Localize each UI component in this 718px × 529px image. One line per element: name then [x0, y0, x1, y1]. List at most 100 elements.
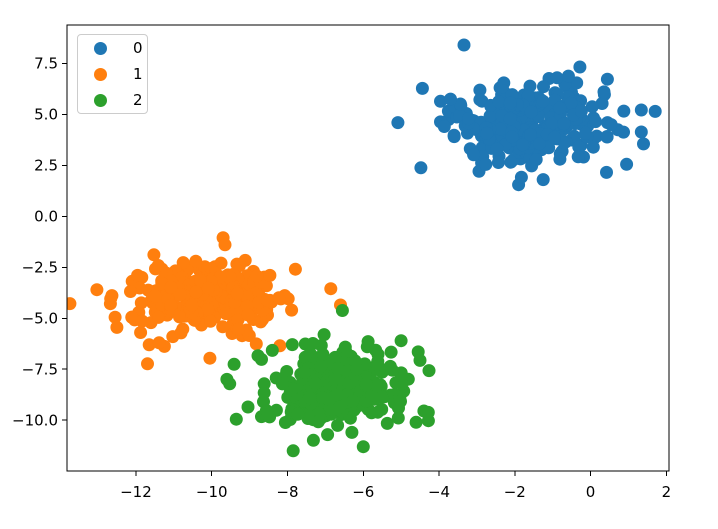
data-point [350, 362, 364, 376]
data-point [152, 310, 165, 324]
data-point [359, 377, 373, 391]
data-point [314, 360, 328, 373]
data-point [291, 407, 305, 421]
data-point [585, 100, 599, 114]
data-point [536, 173, 550, 187]
data-point [250, 269, 264, 283]
legend-marker-dot [94, 67, 107, 81]
data-point [303, 391, 317, 405]
data-point [370, 379, 383, 392]
data-point [648, 104, 662, 118]
y-tick-label: 2.5 [34, 157, 58, 175]
data-point [394, 334, 408, 348]
data-point [324, 282, 338, 296]
data-point [553, 101, 567, 115]
data-point [524, 128, 537, 142]
data-point [503, 112, 517, 126]
data-point [536, 94, 550, 108]
data-point [176, 322, 190, 336]
data-point [521, 89, 535, 103]
x-tick-label: −10 [196, 483, 228, 501]
data-point [573, 60, 587, 74]
data-point [148, 289, 162, 303]
data-point [164, 280, 178, 294]
data-point [637, 137, 650, 151]
data-point [545, 116, 559, 130]
data-point [185, 298, 199, 312]
data-point [201, 302, 215, 316]
data-point [564, 96, 578, 110]
data-point [164, 298, 178, 312]
data-point [617, 104, 631, 118]
data-point [345, 425, 359, 439]
data-point [589, 115, 603, 129]
data-point [223, 270, 237, 284]
x-tick-label: 2 [662, 483, 672, 501]
data-point [316, 347, 330, 361]
data-point [286, 444, 300, 458]
data-point [322, 393, 336, 406]
data-point [147, 248, 161, 262]
data-point [124, 285, 137, 298]
data-point [437, 120, 451, 133]
data-point [561, 69, 575, 83]
data-point [240, 290, 254, 304]
data-point [275, 377, 289, 391]
y-tick-label: 5.0 [34, 106, 58, 124]
data-point [414, 161, 428, 175]
data-point [285, 382, 299, 396]
data-point [285, 338, 299, 352]
data-point [557, 136, 571, 150]
data-point [90, 283, 104, 297]
data-point [492, 95, 506, 109]
data-point [537, 80, 550, 94]
data-point [491, 156, 505, 169]
data-point [375, 390, 389, 404]
data-point [241, 400, 255, 414]
data-point [595, 97, 609, 110]
legend-entry-label: 1 [133, 64, 143, 83]
data-point [317, 328, 331, 342]
data-point [516, 138, 530, 152]
data-point [306, 433, 320, 447]
data-point [331, 418, 345, 432]
data-point [204, 314, 217, 328]
data-point [108, 310, 122, 324]
data-point [218, 238, 232, 252]
axes-frame [66, 24, 670, 472]
x-tick-label: −2 [504, 483, 526, 501]
data-point [265, 343, 279, 357]
legend-entry: 2 [78, 87, 147, 113]
data-point [309, 376, 323, 390]
data-point [600, 165, 613, 179]
data-point [370, 357, 384, 371]
data-point [514, 170, 528, 184]
data-point [434, 94, 447, 108]
data-point [249, 337, 263, 351]
data-point [257, 386, 271, 400]
data-point [173, 310, 186, 324]
data-point [331, 362, 345, 376]
data-point [251, 349, 265, 363]
data-point [457, 38, 471, 52]
data-point [590, 129, 604, 143]
data-point [219, 307, 233, 321]
data-point [110, 320, 124, 334]
data-point [553, 152, 567, 166]
data-point [620, 157, 634, 171]
y-tick-label: −2.5 [22, 259, 58, 277]
data-point [306, 337, 320, 350]
y-tick-label: −7.5 [22, 361, 58, 379]
data-point [365, 388, 379, 402]
data-point [263, 268, 277, 282]
data-point [634, 103, 648, 117]
data-point [272, 291, 286, 305]
data-point [203, 351, 217, 365]
data-point [483, 109, 497, 123]
data-point [473, 83, 487, 97]
data-point [152, 336, 166, 350]
legend-marker-dot [94, 93, 107, 107]
data-point [529, 153, 543, 166]
data-point [385, 363, 399, 377]
data-point [413, 353, 427, 367]
